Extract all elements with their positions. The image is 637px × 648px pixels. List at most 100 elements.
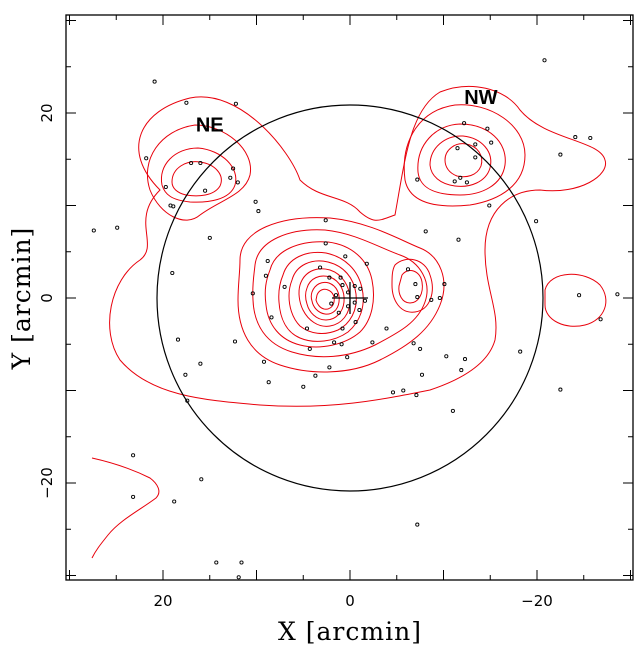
data-point [231, 166, 236, 171]
data-point [452, 179, 457, 184]
data-point [411, 341, 416, 346]
data-point [473, 142, 478, 147]
center-cross [332, 282, 368, 314]
data-point [588, 135, 593, 141]
data-point [183, 372, 188, 377]
data-point [228, 175, 233, 180]
data-point [233, 101, 238, 106]
data-point [343, 254, 348, 259]
galaxy-points [91, 58, 620, 580]
data-point [338, 275, 343, 280]
data-point [253, 199, 258, 204]
data-point [462, 121, 467, 126]
data-point [235, 180, 240, 185]
data-point [333, 293, 339, 298]
data-point [91, 228, 96, 233]
data-point [542, 58, 547, 63]
data-point [415, 177, 420, 182]
data-point [301, 384, 306, 389]
data-point [184, 100, 189, 105]
data-point [429, 297, 434, 302]
data-point [558, 152, 563, 157]
data-point [250, 291, 255, 296]
data-point [357, 307, 362, 313]
data-point [323, 241, 328, 246]
data-point [185, 398, 190, 403]
data-point [263, 273, 268, 278]
y-tick-label: −20 [38, 467, 56, 499]
data-point [345, 355, 350, 360]
data-point [307, 346, 312, 351]
data-point [414, 393, 419, 398]
x-tick-label: 20 [153, 592, 172, 610]
data-point [473, 155, 478, 160]
data-point [384, 326, 389, 331]
contour-east-blob [391, 258, 433, 313]
data-point [266, 380, 271, 385]
data-point [282, 284, 287, 289]
data-point [175, 337, 181, 342]
contour-nw-3 [429, 135, 492, 187]
density-contours [91, 85, 607, 559]
axis-ticks [66, 15, 633, 580]
data-point [232, 339, 238, 344]
data-point [418, 346, 423, 351]
contour-center-9 [315, 288, 335, 310]
region-label-ne: NE [196, 115, 224, 137]
data-point [340, 326, 345, 331]
data-point [459, 368, 464, 373]
contour-center-8 [310, 281, 340, 315]
data-point [352, 283, 357, 289]
contour-nw-4 [444, 143, 483, 178]
data-point [464, 180, 469, 185]
data-point [332, 340, 337, 345]
data-point [214, 560, 219, 565]
data-point [115, 225, 120, 230]
contour-center-1 [237, 217, 445, 373]
data-point [189, 160, 194, 166]
contour-outer [109, 85, 606, 407]
data-point [318, 265, 323, 270]
data-point [265, 258, 270, 264]
contour-center-3 [264, 241, 374, 348]
data-point [489, 140, 494, 145]
data-point [598, 317, 603, 322]
contour-lower-left [91, 457, 160, 559]
data-point [415, 522, 420, 527]
data-point [336, 310, 341, 315]
y-tick-label: 0 [38, 293, 56, 303]
data-point [207, 235, 212, 240]
data-point [329, 301, 334, 306]
data-point [236, 575, 241, 580]
data-point [419, 372, 425, 377]
data-point [462, 357, 468, 362]
data-point [304, 326, 310, 331]
x-tick-label: −20 [521, 592, 553, 610]
data-point [437, 295, 442, 301]
data-point [456, 237, 461, 242]
data-point [353, 320, 358, 325]
data-point [458, 175, 463, 180]
data-point [423, 229, 428, 234]
contour-center-4 [278, 251, 364, 342]
data-point [370, 340, 375, 345]
data-point [362, 298, 368, 303]
x-tick-label: 0 [345, 592, 355, 610]
data-point [364, 261, 369, 266]
data-point [323, 218, 328, 223]
data-point [170, 270, 175, 276]
contour-nw-2 [417, 123, 506, 196]
contour-ne-1 [146, 124, 251, 221]
contour-center-5 [288, 260, 357, 334]
data-point [577, 293, 582, 298]
field-circle [156, 104, 544, 492]
data-point [450, 408, 455, 413]
data-point [198, 361, 203, 366]
contour-ne-3 [171, 161, 222, 197]
data-point [172, 499, 177, 504]
data-point [558, 387, 563, 392]
region-label-nw: NW [464, 87, 497, 109]
data-point [339, 342, 344, 347]
data-point [487, 203, 492, 208]
